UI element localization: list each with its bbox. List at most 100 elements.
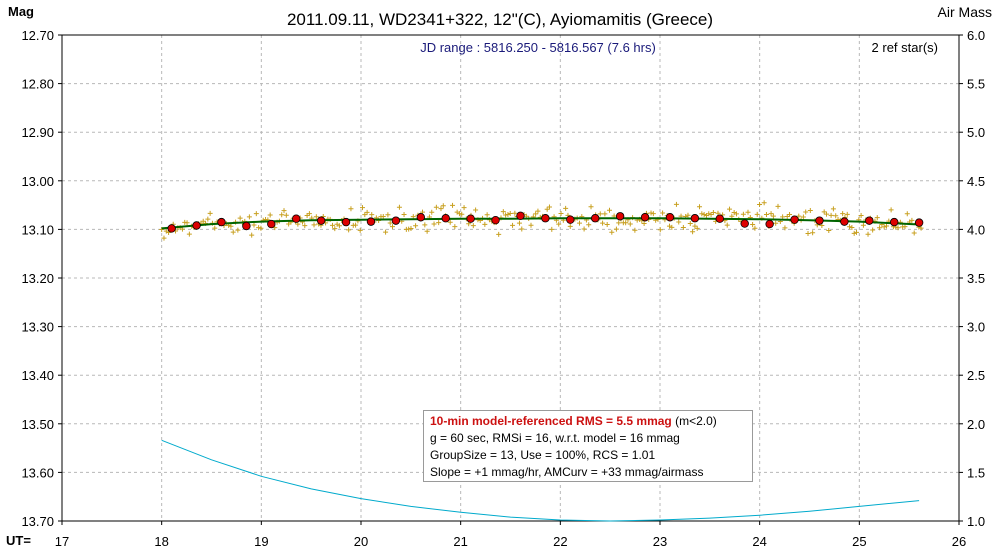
binned-point (640, 213, 650, 222)
raw-point (729, 213, 735, 219)
raw-point (329, 222, 335, 228)
raw-point (422, 222, 428, 228)
binned-point (740, 219, 749, 228)
stats-line-3: GroupSize = 13, Use = 100%, RCS = 1.01 (430, 448, 656, 462)
stats-box: 10-min model-referenced RMS = 5.5 mmag (… (423, 410, 753, 482)
raw-point (616, 220, 622, 226)
raw-point (503, 212, 509, 218)
raw-point (609, 229, 615, 235)
raw-point (546, 204, 552, 210)
raw-point (205, 216, 211, 222)
raw-point (918, 225, 924, 231)
raw-point (496, 231, 502, 237)
y-axis-left-ticks: 12.70 12.80 12.90 13.00 13.10 13.20 13.30 13.40… (21, 28, 62, 529)
raw-point (657, 227, 663, 233)
x-tick-label: 18 (154, 534, 168, 549)
y-tick-label-right: 2.5 (967, 368, 985, 383)
x-axis-ticks: 17 18 19 20 21 22 23 24 25 26 (55, 521, 966, 549)
raw-point (805, 230, 811, 236)
raw-point (687, 220, 693, 226)
x-tick-label: 25 (852, 534, 866, 549)
y-tick-label-left: 13.20 (21, 271, 54, 286)
binned-point (217, 217, 226, 227)
raw-point (507, 211, 513, 217)
raw-point (888, 207, 894, 213)
raw-point (669, 224, 675, 230)
binned-point (690, 214, 700, 223)
raw-point (528, 222, 534, 228)
raw-point (727, 206, 733, 212)
raw-point (440, 203, 446, 209)
raw-point (680, 224, 686, 230)
y-tick-label-right: 5.0 (967, 125, 985, 140)
raw-point (401, 211, 407, 217)
binned-point (914, 218, 924, 227)
raw-point (510, 222, 516, 228)
raw-point (235, 227, 241, 233)
raw-point (874, 215, 880, 221)
raw-point (660, 210, 666, 216)
rms-note: (m<2.0) (675, 414, 717, 428)
raw-point (632, 227, 638, 233)
raw-point (823, 211, 829, 217)
y-tick-label-left: 12.90 (21, 125, 54, 140)
binned-point (167, 224, 176, 233)
raw-point (470, 223, 476, 229)
raw-point (161, 235, 167, 241)
y-axis-left-label: Mag (8, 4, 34, 19)
binned-point (316, 216, 326, 225)
raw-point (482, 221, 488, 227)
binned-point (192, 221, 201, 230)
raw-point (627, 221, 633, 227)
raw-point (281, 208, 287, 214)
raw-point (364, 209, 370, 215)
raw-point (588, 204, 594, 210)
raw-point (884, 223, 890, 229)
raw-point (436, 220, 442, 226)
raw-point (697, 204, 703, 210)
raw-point (519, 226, 525, 232)
raw-point (650, 211, 656, 217)
raw-point (830, 206, 836, 212)
raw-point (408, 226, 414, 232)
raw-point (701, 211, 707, 217)
y-tick-label-left: 13.40 (21, 368, 54, 383)
raw-point (544, 206, 550, 212)
binned-point (341, 217, 351, 227)
jd-range-label: JD range : 5816.250 - 5816.567 (7.6 hrs) (420, 40, 656, 55)
raw-point (877, 225, 883, 231)
chart-title: 2011.09.11, WD2341+322, 12"(C), Ayiomami… (287, 10, 713, 29)
raw-point (757, 202, 763, 207)
raw-point (383, 229, 389, 235)
y-tick-label-right: 3.5 (967, 271, 985, 286)
raw-point (851, 230, 857, 236)
raw-point (249, 232, 255, 238)
binned-point (840, 217, 849, 226)
raw-point (833, 213, 839, 219)
y-tick-label-right: 1.0 (967, 514, 985, 529)
raw-point (390, 224, 396, 230)
raw-point (909, 217, 915, 223)
raw-point (745, 209, 751, 215)
raw-point (237, 215, 243, 221)
y-tick-label-right: 6.0 (967, 28, 985, 43)
raw-point (484, 212, 490, 218)
raw-point (773, 220, 779, 226)
raw-point (549, 226, 555, 232)
y-tick-label-left: 13.30 (21, 320, 54, 335)
raw-point (353, 222, 359, 228)
x-tick-label: 21 (453, 534, 467, 549)
binned-point (665, 213, 675, 222)
binned-point (541, 214, 550, 223)
raw-point (715, 210, 721, 216)
binned-point (591, 214, 600, 223)
raw-point (740, 211, 746, 217)
raw-point (447, 219, 453, 225)
raw-point (597, 211, 603, 217)
x-tick-label: 24 (752, 534, 766, 549)
binned-point (715, 214, 724, 223)
raw-point (336, 223, 342, 229)
raw-point (761, 200, 767, 206)
raw-point (754, 211, 760, 217)
raw-point (563, 205, 569, 211)
